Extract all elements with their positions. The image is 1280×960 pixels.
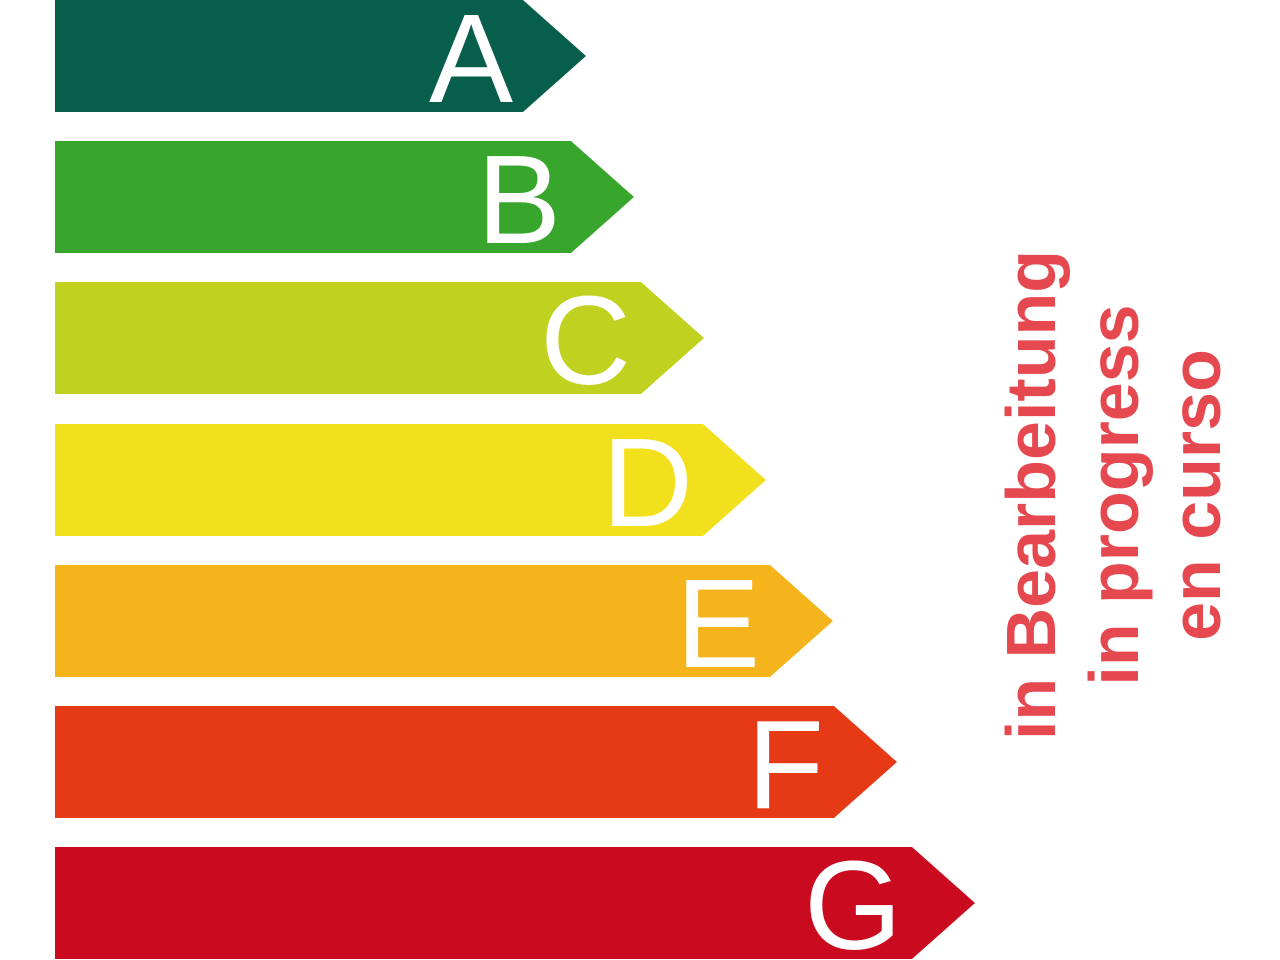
energy-arrow-row: F: [55, 702, 897, 828]
arrow-letter: C: [540, 270, 631, 411]
energy-arrow-row: G: [55, 843, 975, 960]
arrow-head-icon: [523, 0, 586, 112]
arrow-letter: A: [428, 0, 513, 129]
watermark-line-es: en curso: [1157, 349, 1236, 641]
arrow-letter: E: [675, 553, 760, 694]
arrow-body: C: [55, 278, 641, 404]
arrow-letter: G: [803, 835, 902, 960]
arrow-head-icon: [834, 706, 897, 818]
arrow-letter: D: [602, 412, 693, 553]
arrow-head-icon: [571, 141, 634, 253]
arrow-head-icon: [703, 424, 766, 536]
arrow-body: G: [55, 843, 912, 960]
arrow-body: B: [55, 137, 571, 263]
energy-arrow-row: A: [55, 0, 586, 122]
arrow-head-icon: [641, 282, 704, 394]
arrow-head-icon: [912, 847, 975, 959]
arrow-letter: B: [476, 129, 561, 270]
arrow-body: D: [55, 420, 703, 546]
arrow-head-icon: [770, 565, 833, 677]
energy-arrow-row: B: [55, 137, 634, 263]
energy-arrow-row: D: [55, 420, 766, 546]
arrow-body: F: [55, 702, 834, 828]
energy-arrow-row: C: [55, 278, 704, 404]
arrow-letter: F: [747, 694, 824, 835]
status-watermark: in Bearbeitung in progress en curso: [989, 235, 1239, 755]
arrow-body: E: [55, 561, 770, 687]
energy-arrow-row: E: [55, 561, 833, 687]
watermark-line-en: in progress: [1074, 304, 1153, 686]
arrow-body: A: [55, 0, 523, 122]
watermark-line-de: in Bearbeitung: [992, 249, 1071, 741]
